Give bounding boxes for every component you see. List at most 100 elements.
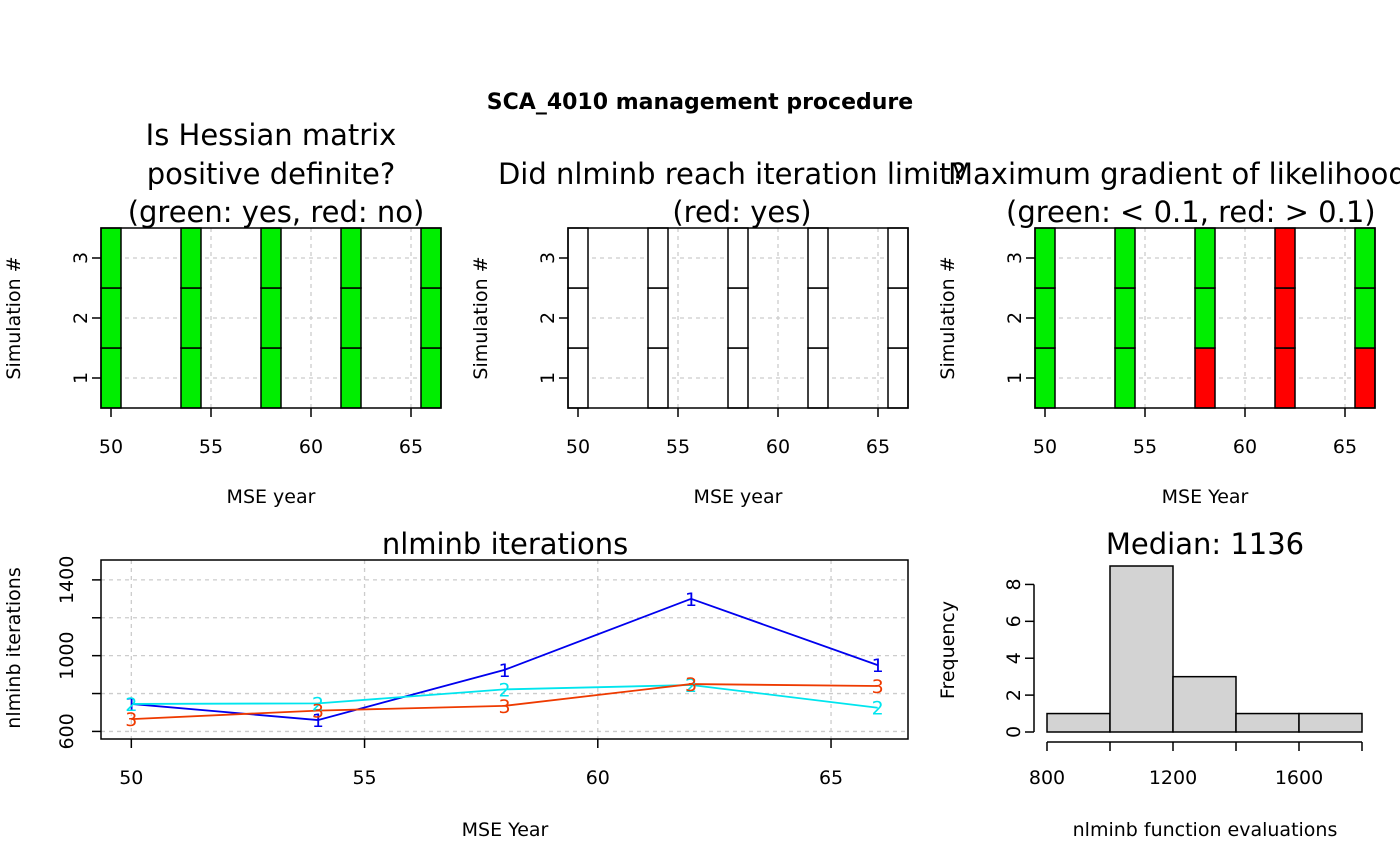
hessian-cell-year-50-sim-3: [100, 227, 122, 289]
hessian-cell-year-66-sim-2: [420, 287, 442, 349]
gradient-x-tick-label-50: 50: [1033, 436, 1057, 458]
gradient-cell-year-58-sim-3: [1194, 227, 1216, 289]
hessian-cell-year-50-sim-2: [100, 287, 122, 349]
histogram-x-tick-label-800: 800: [1029, 767, 1065, 789]
gradient-y-axis-label: Simulation #: [937, 256, 959, 379]
hessian-cell-year-58-sim-1: [260, 347, 282, 409]
histogram-y-axis-label: Frequency: [937, 601, 959, 699]
iterations-series-2-point-66: 2: [872, 698, 884, 720]
iterations-series-3-point-66: 3: [872, 676, 884, 698]
iteration-limit-x-tick-label-50: 50: [566, 436, 590, 458]
iteration-limit-cell-year-66-sim-1: [887, 347, 909, 409]
iterations-series-2-line: [131, 684, 878, 709]
histogram-bar-1400-1600: [1235, 712, 1300, 733]
iteration-limit-cell-year-58-sim-1: [727, 347, 749, 409]
iterations-y-tick-label-1400: 1400: [56, 556, 78, 604]
iterations-series-1-point-54: 1: [312, 710, 324, 732]
gradient-y-tick-label-3: 3: [1004, 252, 1026, 264]
gradient-cell-year-50-sim-2: [1034, 287, 1056, 349]
gradient-cell-year-58-sim-2: [1194, 287, 1216, 349]
histogram-bar-1200-1400: [1172, 675, 1237, 733]
iterations-x-tick-label-55: 55: [352, 767, 376, 789]
gradient-title: Maximum gradient of likelihood (green: <…: [948, 157, 1400, 229]
gradient-x-tick-label-60: 60: [1233, 436, 1257, 458]
hessian-cell-year-62-sim-3: [340, 227, 362, 289]
histogram-bar-1000-1200: [1109, 565, 1174, 733]
gradient-cell-year-62-sim-3: [1274, 227, 1296, 289]
main-title: SCA_4010 management procedure: [487, 90, 913, 115]
iteration-limit-cell-year-54-sim-1: [647, 347, 669, 409]
iteration-limit-y-tick-label-1: 1: [537, 372, 559, 384]
iterations-y-tick-label-600: 600: [56, 713, 78, 749]
iterations-series-1-line: [131, 597, 878, 721]
iterations-series-3-line: [131, 683, 878, 721]
iteration-limit-x-axis-label: MSE year: [694, 486, 783, 508]
iterations-x-tick-label-60: 60: [586, 767, 610, 789]
iterations-series-2-point-50: 2: [125, 694, 137, 716]
iterations-series-3-point-58: 3: [498, 696, 510, 718]
iterations-series-2-point-54: 2: [312, 693, 324, 715]
iterations-line-panel: nlminb iterations MSE Year nlminb iterat…: [3, 527, 909, 841]
histogram-bar-800-1000: [1046, 712, 1111, 733]
iteration-limit-cell-year-66-sim-2: [887, 287, 909, 349]
hessian-cell-year-66-sim-3: [420, 227, 442, 289]
iteration-limit-x-tick-label-60: 60: [766, 436, 790, 458]
hessian-x-axis-label: MSE year: [227, 486, 316, 508]
function-evaluations-histogram-panel: Median: 1136 nlminb function evaluations…: [937, 527, 1363, 841]
hessian-title-line-1: Is Hessian matrix: [146, 118, 397, 152]
hessian-cell-year-66-sim-1: [420, 347, 442, 409]
iteration-limit-title-line-1: Did nlminb reach iteration limit?: [498, 157, 966, 191]
iterations-x-tick-label-65: 65: [819, 767, 843, 789]
iterations-series-2-point-58: 2: [498, 679, 510, 701]
iterations-y-axis-label: nlminb iterations: [3, 567, 25, 728]
gradient-cell-year-66-sim-3: [1354, 227, 1376, 289]
iterations-x-tick-label-50: 50: [119, 767, 143, 789]
histogram-y-tick-label-2: 2: [1003, 689, 1025, 701]
iterations-series-1-point-62: 1: [685, 589, 697, 611]
histogram-x-tick-label-1200: 1200: [1149, 767, 1197, 789]
hessian-title-line-2: positive definite?: [147, 157, 396, 191]
iterations-series-3-point-50: 3: [125, 709, 137, 731]
iteration-limit-x-tick-label-55: 55: [666, 436, 690, 458]
iteration-limit-title: Did nlminb reach iteration limit? (red: …: [498, 157, 966, 229]
iterations-series-3-point-54: 3: [312, 701, 324, 723]
gradient-y-tick-label-1: 1: [1004, 372, 1026, 384]
iteration-limit-cell-year-50-sim-1: [567, 347, 589, 409]
iteration-limit-title-line-2: (red: yes): [672, 195, 811, 229]
gradient-x-axis-label: MSE Year: [1162, 486, 1249, 508]
iteration-limit-y-axis-label: Simulation #: [470, 256, 492, 379]
hessian-x-tick-label-65: 65: [399, 436, 423, 458]
gradient-y-tick-label-2: 2: [1004, 312, 1026, 324]
iteration-limit-cell-year-54-sim-3: [647, 227, 669, 289]
iterations-series-1-point-58: 1: [498, 660, 510, 682]
hessian-y-tick-label-1: 1: [70, 372, 92, 384]
iteration-limit-cell-year-62-sim-2: [807, 287, 829, 349]
hessian-cell-year-54-sim-1: [180, 347, 202, 409]
hessian-panel: Is Hessian matrix positive definite? (gr…: [3, 118, 442, 508]
gradient-cell-year-54-sim-3: [1114, 227, 1136, 289]
iteration-limit-cell-year-62-sim-3: [807, 227, 829, 289]
gradient-cell-year-62-sim-1: [1274, 347, 1296, 409]
hessian-x-tick-label-50: 50: [99, 436, 123, 458]
hessian-x-tick-label-55: 55: [199, 436, 223, 458]
gradient-cell-year-50-sim-3: [1034, 227, 1056, 289]
iterations-y-tick-label-1000: 1000: [56, 631, 78, 679]
gradient-cell-year-50-sim-1: [1034, 347, 1056, 409]
hessian-title: Is Hessian matrix positive definite? (gr…: [128, 118, 425, 229]
gradient-cell-year-66-sim-1: [1354, 347, 1376, 409]
iteration-limit-cell-year-62-sim-1: [807, 347, 829, 409]
iterations-series-2-point-62: 2: [685, 675, 697, 697]
histogram-x-tick-label-1600: 1600: [1275, 767, 1323, 789]
iteration-limit-cell-year-50-sim-3: [567, 227, 589, 289]
iteration-limit-cell-year-58-sim-2: [727, 287, 749, 349]
histogram-x-axis-label: nlminb function evaluations: [1073, 819, 1338, 841]
iteration-limit-y-tick-label-3: 3: [537, 252, 559, 264]
histogram-y-tick-label-8: 8: [1003, 578, 1025, 590]
hessian-cell-year-54-sim-2: [180, 287, 202, 349]
hessian-cell-year-58-sim-3: [260, 227, 282, 289]
gradient-title-line-2: (green: < 0.1, red: > 0.1): [1006, 195, 1376, 229]
gradient-x-tick-label-65: 65: [1333, 436, 1357, 458]
histogram-y-tick-label-4: 4: [1003, 652, 1025, 664]
iteration-limit-x-tick-label-65: 65: [866, 436, 890, 458]
